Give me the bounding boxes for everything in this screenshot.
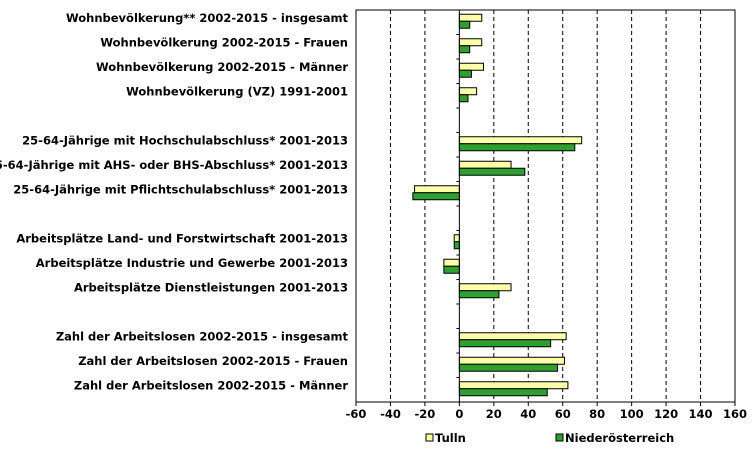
category-label: Arbeitsplätze Land- und Forstwirtschaft … xyxy=(16,231,348,245)
bar-tulln xyxy=(443,258,460,267)
x-tick-label: 120 xyxy=(654,407,678,421)
legend-label: Niederösterreich xyxy=(565,431,674,445)
category-label: 25-64-Jährige mit Hochschulabschluss* 20… xyxy=(22,133,348,147)
bar-tulln xyxy=(458,381,569,390)
x-tick-label: 140 xyxy=(689,407,713,421)
bars xyxy=(412,13,583,397)
x-tick-label: 60 xyxy=(555,407,571,421)
category-label: Zahl der Arbeitslosen 2002-2015 - insges… xyxy=(56,329,349,343)
x-tick-label: 20 xyxy=(486,407,502,421)
bar-tulln xyxy=(458,38,483,47)
plot-frame xyxy=(355,9,736,403)
bar-nieder-sterreich xyxy=(458,290,500,299)
legend-swatch xyxy=(555,433,564,442)
category-labels: Wohnbevölkerung** 2002-2015 - insgesamt W… xyxy=(0,11,348,393)
grid-lines xyxy=(389,10,736,402)
category-label: Arbeitsplätze Industrie und Gewerbe 2001… xyxy=(36,256,348,270)
bar-tulln xyxy=(458,332,567,341)
x-tick-label: -60 xyxy=(346,407,367,421)
category-label: Wohnbevölkerung** 2002-2015 - insgesamt xyxy=(66,11,349,25)
bar-tulln xyxy=(458,13,483,22)
tick-labels: -60 -40 -20 0 20 40 60 80 100 120 140 160 xyxy=(346,407,747,421)
category-label: Zahl der Arbeitslosen 2002-2015 - Männer xyxy=(74,378,348,392)
bar-tulln xyxy=(458,87,478,96)
bar-nieder-sterreich xyxy=(458,69,472,78)
category-label: Arbeitsplätze Dienstleistungen 2001-2013 xyxy=(74,280,348,294)
bar-nieder-sterreich xyxy=(458,143,576,152)
x-tick-label: -40 xyxy=(380,407,401,421)
bar-tulln xyxy=(458,283,512,292)
x-tick-label: 0 xyxy=(455,407,463,421)
x-tick-label: 40 xyxy=(520,407,536,421)
bar-tulln xyxy=(458,62,484,71)
bar-nieder-sterreich xyxy=(458,94,469,103)
bar-nieder-sterreich xyxy=(458,167,526,176)
bar-tulln xyxy=(458,160,512,169)
category-label: Wohnbevölkerung 2002-2015 - Männer xyxy=(96,60,348,74)
bar-nieder-sterreich xyxy=(412,192,460,201)
legend: Tulln Niederösterreich xyxy=(425,431,674,445)
bar-tulln xyxy=(458,356,565,365)
bar-tulln xyxy=(458,136,583,145)
bar-nieder-sterreich xyxy=(458,45,471,54)
bar-nieder-sterreich xyxy=(458,339,552,348)
bar-tulln xyxy=(453,234,460,243)
bar-nieder-sterreich xyxy=(453,241,460,250)
bar-tulln xyxy=(414,185,460,194)
category-label: Zahl der Arbeitslosen 2002-2015 - Frauen xyxy=(78,354,348,368)
bar-nieder-sterreich xyxy=(458,20,471,29)
legend-swatch xyxy=(425,433,434,442)
category-label: Wohnbevölkerung 2002-2015 - Frauen xyxy=(100,35,348,49)
x-tick-label: -20 xyxy=(415,407,436,421)
category-label: 25-64-Jährige mit AHS- oder BHS-Abschlus… xyxy=(0,158,348,172)
x-tick-label: 80 xyxy=(589,407,605,421)
axes xyxy=(355,9,736,406)
x-tick-label: 160 xyxy=(723,407,747,421)
category-label: Wohnbevölkerung (VZ) 1991-2001 xyxy=(126,84,348,98)
legend-label: Tulln xyxy=(435,431,466,445)
bar-nieder-sterreich xyxy=(443,265,460,274)
x-tick-label: 100 xyxy=(620,407,644,421)
category-label: 25-64-Jährige mit Pflichtschulabschluss*… xyxy=(13,182,348,196)
bar-nieder-sterreich xyxy=(458,363,559,372)
bar-nieder-sterreich xyxy=(458,388,548,397)
